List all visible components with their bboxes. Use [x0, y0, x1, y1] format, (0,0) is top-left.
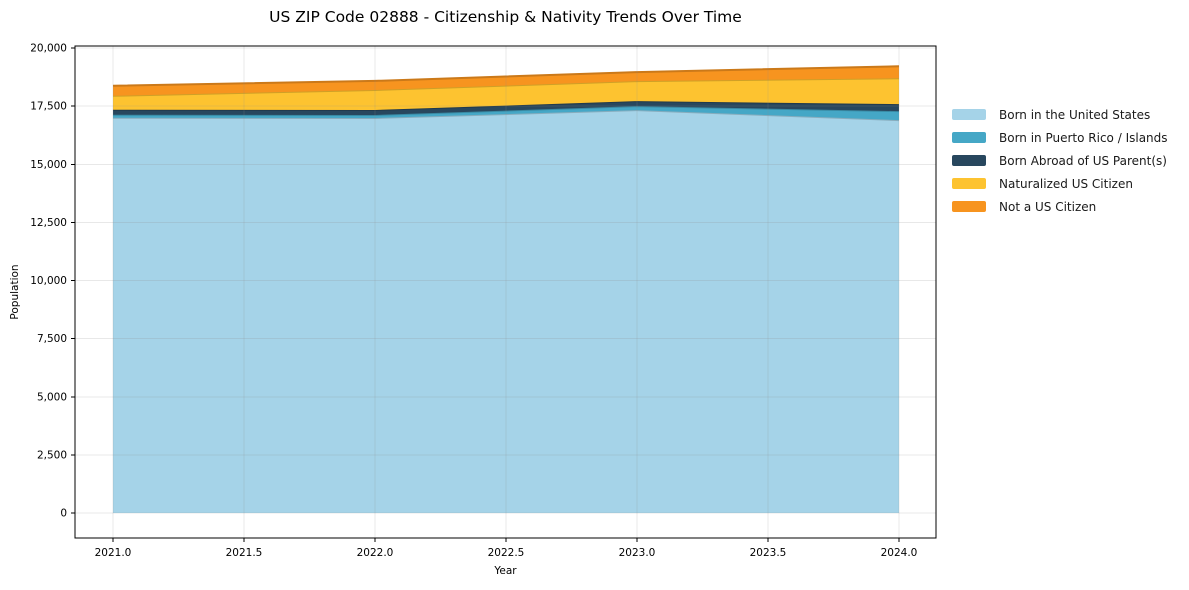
x-tick-label: 2022.5 [488, 547, 525, 559]
x-tick-label: 2023.0 [619, 547, 656, 559]
area-born-in-the-united-states [113, 110, 899, 513]
legend-item-born-in-the-united-states: Born in the United States [952, 103, 1168, 126]
chart-title: US ZIP Code 02888 - Citizenship & Nativi… [269, 8, 742, 26]
legend-label: Born Abroad of US Parent(s) [999, 153, 1167, 168]
legend-swatch-born-abroad-of-us-parent-s [952, 155, 986, 166]
legend-label: Not a US Citizen [999, 199, 1097, 214]
x-tick-label: 2024.0 [881, 547, 918, 559]
legend-item-born-abroad-of-us-parent-s: Born Abroad of US Parent(s) [952, 149, 1168, 172]
y-tick-label: 0 [60, 508, 67, 520]
y-axis-label: Population [9, 264, 21, 320]
y-tick-label: 15,000 [30, 159, 67, 171]
area-not-a-us-citizen [113, 66, 899, 96]
legend-swatch-born-in-puerto-rico-islands [952, 132, 986, 143]
legend-item-born-in-puerto-rico-islands: Born in Puerto Rico / Islands [952, 126, 1168, 149]
legend-swatch-not-a-us-citizen [952, 201, 986, 212]
area-born-in-puerto-rico-islands [113, 106, 899, 121]
legend-item-naturalized-us-citizen: Naturalized US Citizen [952, 172, 1168, 195]
legend-item-not-a-us-citizen: Not a US Citizen [952, 195, 1168, 218]
x-axis-label: Year [494, 565, 517, 577]
x-tick-label: 2021.0 [95, 547, 132, 559]
y-tick-label: 5,000 [37, 391, 67, 403]
area-naturalized-us-citizen [113, 78, 899, 110]
area-edge-not-a-us-citizen [112, 65, 900, 87]
y-tick-label: 20,000 [30, 43, 67, 55]
x-tick-label: 2021.5 [226, 547, 263, 559]
y-tick-label: 17,500 [30, 101, 67, 113]
legend-label: Naturalized US Citizen [999, 176, 1133, 191]
legend-swatch-born-in-the-united-states [952, 109, 986, 120]
legend-label: Born in the United States [999, 107, 1151, 122]
legend-swatch-naturalized-us-citizen [952, 178, 986, 189]
legend: Born in the United States Born in Puerto … [952, 103, 1168, 218]
x-tick-label: 2023.5 [750, 547, 787, 559]
x-tick-label: 2022.0 [357, 547, 394, 559]
legend-label: Born in Puerto Rico / Islands [999, 130, 1168, 145]
area-born-abroad-of-us-parent-s [113, 101, 899, 115]
y-tick-label: 10,000 [30, 275, 67, 287]
y-tick-label: 7,500 [37, 333, 67, 345]
y-tick-label: 12,500 [30, 217, 67, 229]
y-tick-label: 2,500 [37, 449, 67, 461]
